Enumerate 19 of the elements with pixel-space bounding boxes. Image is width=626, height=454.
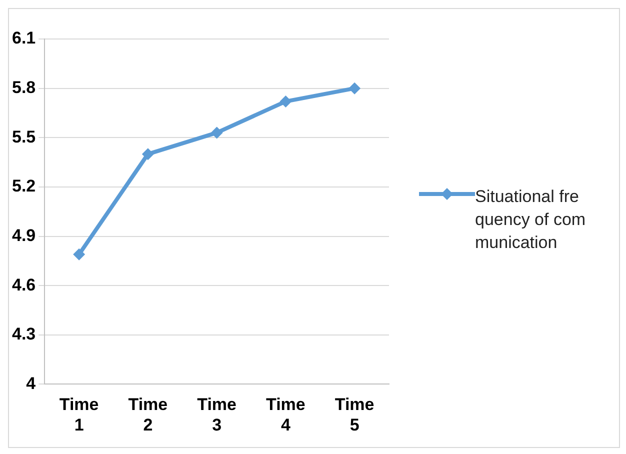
x-tick-label: Time 4 [266,395,306,434]
legend-label: Situational frequency of communication [475,186,587,254]
y-tick-label: 6.1 [12,28,36,48]
y-tick-label: 4 [26,374,36,393]
x-tick-label: Time 3 [197,395,237,434]
x-tick-label: Time 2 [128,395,168,434]
y-tick-label: 4.3 [12,324,36,344]
point [210,126,223,139]
point [73,248,86,260]
x-tick-label: Time 1 [59,395,99,434]
x-tick-label: Time 5 [334,395,374,434]
point [348,82,361,94]
y-tick-label: 5.5 [12,127,36,146]
y-tick-label: 4.9 [12,226,36,245]
y-tick-label: 5.8 [12,78,36,97]
point [280,95,292,108]
point [142,148,154,160]
y-tick-label: 4.6 [12,275,36,294]
y-tick-label: 5.2 [12,176,36,196]
